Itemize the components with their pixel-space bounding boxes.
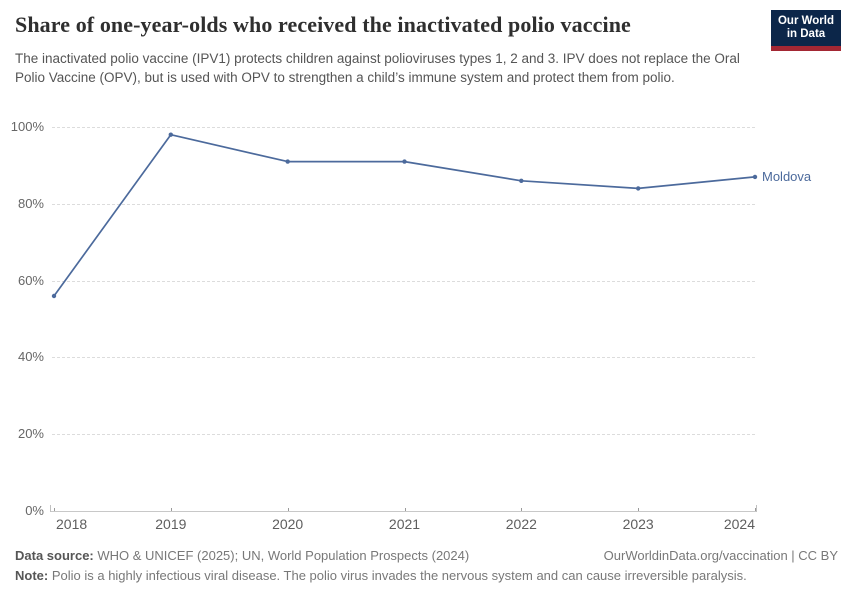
y-tick-label: 100% <box>10 119 44 134</box>
axis-tick-2022 <box>521 508 523 511</box>
x-tick-label-2020: 2020 <box>272 516 304 532</box>
x-tick-label-2023: 2023 <box>622 516 654 532</box>
data-source-text: WHO & UNICEF (2025); UN, World Populatio… <box>93 548 470 563</box>
data-source-line: Data source: WHO & UNICEF (2025); UN, Wo… <box>15 548 469 563</box>
x-tick-label-2019: 2019 <box>155 516 187 532</box>
x-tick-label-2018: 2018 <box>56 516 88 532</box>
axis-tick-2024 <box>755 508 756 511</box>
y-tick-label: 80% <box>17 195 44 211</box>
axis-tick-2023 <box>638 508 640 511</box>
data-point-2024[interactable] <box>752 174 758 180</box>
line-moldova[interactable] <box>53 133 756 297</box>
x-tick-label-2021: 2021 <box>388 516 421 532</box>
data-point-2021[interactable] <box>402 159 407 164</box>
gridline-40 <box>52 357 755 359</box>
axis-endcap <box>756 505 757 512</box>
gridline-60 <box>52 280 755 282</box>
x-axis-line <box>50 511 757 512</box>
series-label-moldova[interactable]: Moldova <box>762 168 812 184</box>
x-tick-label-2024: 2024 <box>723 516 755 532</box>
x-tick-label-2022: 2022 <box>505 516 537 532</box>
gridline-100 <box>52 127 755 128</box>
license-link[interactable]: OurWorldinData.org/vaccination | CC BY <box>603 548 838 563</box>
y-tick-label: 60% <box>17 272 44 288</box>
note-label: Note: <box>15 568 49 583</box>
chart-subtitle: The inactivated polio vaccine (IPV1) pro… <box>15 51 740 85</box>
y-tick-label: 20% <box>17 426 44 442</box>
y-tick-label: 40% <box>17 349 44 365</box>
note-text: Polio is a highly infectious viral disea… <box>48 568 747 583</box>
data-point-2022[interactable] <box>519 178 524 183</box>
axis-tick-2018 <box>54 508 55 511</box>
axis-tick-2020 <box>287 508 289 511</box>
data-point-2020[interactable] <box>285 159 290 164</box>
axis-endcap <box>50 505 51 512</box>
page-title: Share of one-year-olds who received the … <box>15 12 631 37</box>
owid-logo-line1: Our World <box>777 15 834 27</box>
data-point-2019[interactable] <box>168 132 173 137</box>
data-source-label: Data source: <box>15 548 94 563</box>
gridline-20 <box>52 434 755 436</box>
owid-logo-line2: in Data <box>786 28 826 40</box>
gridline-80 <box>52 203 755 205</box>
note-line: Note: Polio is a highly infectious viral… <box>15 568 747 583</box>
axis-tick-2021 <box>404 508 406 511</box>
axis-tick-2019 <box>170 508 172 511</box>
data-point-2023[interactable] <box>636 186 641 191</box>
owid-logo[interactable]: Our World in Data <box>771 10 841 51</box>
data-point-2018[interactable] <box>51 293 57 299</box>
y-tick-label: 0% <box>25 503 44 518</box>
